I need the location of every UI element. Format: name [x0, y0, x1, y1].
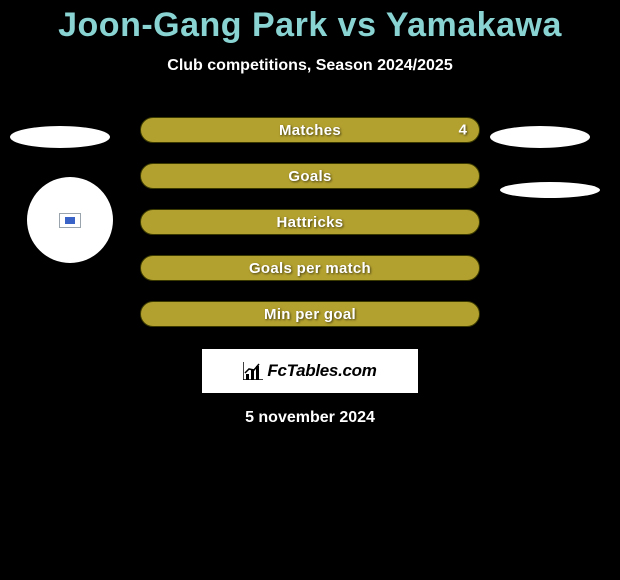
- stat-pill-hattricks: Hattricks: [140, 209, 480, 235]
- stat-label: Goals per match: [249, 260, 371, 277]
- stat-label: Goals: [288, 168, 331, 185]
- stat-pill-matches: Matches 4: [140, 117, 480, 143]
- stat-label: Min per goal: [264, 306, 356, 323]
- right-ellipse-0: [490, 126, 590, 148]
- stat-label: Matches: [279, 122, 341, 139]
- logo-text: FcTables.com: [267, 361, 376, 381]
- chart-icon: [243, 362, 263, 380]
- flag-inner: [65, 217, 75, 224]
- comparison-content: Matches 4 Goals Hattricks Goals per matc…: [0, 117, 620, 427]
- right-ellipse-1: [500, 182, 600, 198]
- stat-value: 4: [459, 122, 467, 139]
- stat-pill-goals: Goals: [140, 163, 480, 189]
- logo-box: FcTables.com: [202, 349, 418, 393]
- page-subtitle: Club competitions, Season 2024/2025: [0, 57, 620, 75]
- logo: FcTables.com: [243, 361, 376, 381]
- left-ellipse-0: [10, 126, 110, 148]
- stats-pills: Matches 4 Goals Hattricks Goals per matc…: [140, 117, 480, 327]
- flag-icon: [59, 213, 81, 228]
- stat-pill-mpg: Min per goal: [140, 301, 480, 327]
- page-title: Joon-Gang Park vs Yamakawa: [0, 0, 620, 45]
- date-text: 5 november 2024: [0, 409, 620, 427]
- stat-pill-gpm: Goals per match: [140, 255, 480, 281]
- player-avatar: [27, 177, 113, 263]
- stat-label: Hattricks: [277, 214, 344, 231]
